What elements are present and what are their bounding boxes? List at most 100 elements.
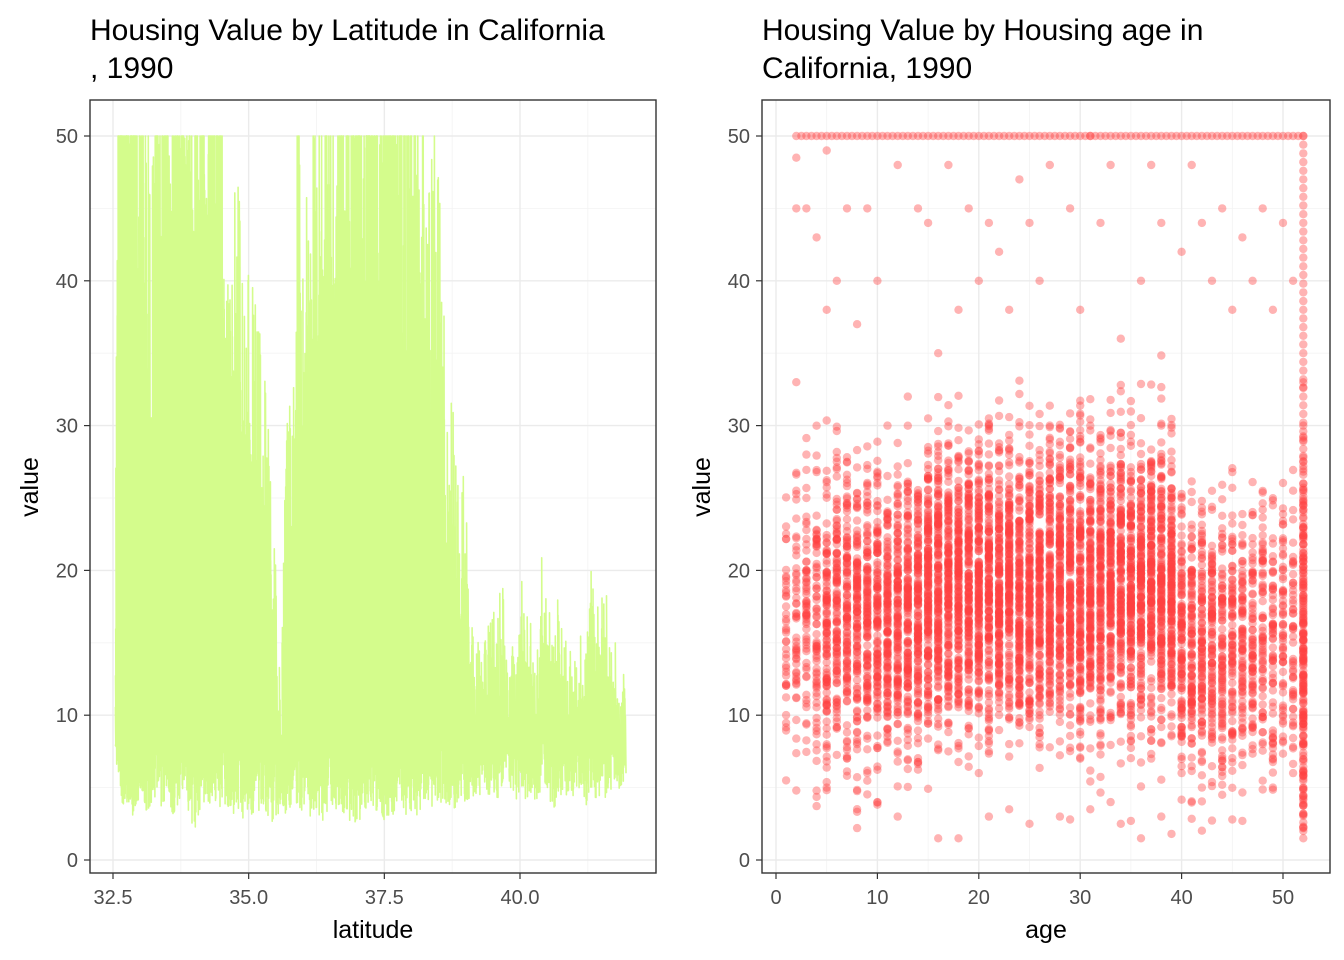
scatter-point [873,617,882,626]
scatter-point [994,689,1004,699]
scatter-point [842,544,852,554]
scatter-point [1086,699,1095,708]
scatter-point [842,453,852,462]
scatter-point [1065,518,1075,528]
scatter-point [954,535,963,544]
scatter-point [792,612,801,621]
scatter-point [832,568,841,577]
scatter-point [954,465,963,474]
scatter-point [812,651,821,660]
scatter-point [863,649,872,658]
scatter-point [832,505,841,514]
scatter-point [934,704,943,713]
scatter-point [792,645,801,654]
scatter-point [852,502,862,511]
scatter-point [913,543,923,552]
scatter-point [822,549,831,559]
scatter-point [1116,679,1126,688]
scatter-point [883,597,892,606]
scatter-point [802,567,811,576]
scatter-point [1005,512,1014,522]
scatter-point [1106,715,1115,725]
scatter-point [842,639,852,649]
scatter-point [903,741,912,750]
scatter-point [822,700,831,710]
scatter-point [842,582,852,592]
scatter-point [1055,552,1065,561]
scatter-point [873,609,882,619]
scatter-point [1025,581,1034,590]
scatter-point [812,539,821,549]
scatter-point [842,687,852,696]
scatter-point [812,647,821,656]
scatter-point [1055,751,1065,760]
scatter-point [812,668,821,677]
scatter-point [781,534,791,544]
scatter-point [873,525,882,534]
scatter-point [1116,596,1126,606]
scatter-point [1065,668,1075,677]
scatter-point [994,497,1004,507]
scatter-point [1096,636,1105,645]
scatter-point [934,663,943,673]
scatter-point [812,669,821,678]
scatter-point [852,643,862,652]
scatter-point [852,563,862,573]
scatter-point [792,641,801,651]
scatter-point [944,593,953,603]
scatter-point [802,546,811,555]
scatter-point [863,498,872,508]
scatter-point [842,559,852,569]
scatter-point [873,548,882,557]
scatter-point [893,570,902,580]
scatter-point [873,528,882,537]
scatter-point [812,451,821,460]
scatter-point [923,660,933,670]
scatter-point [893,499,902,509]
scatter-point [852,647,862,657]
scatter-point [1065,587,1075,596]
scatter-point [822,533,831,543]
scatter-point [863,674,872,683]
scatter-point [873,616,882,625]
scatter-point [822,530,831,540]
scatter-point [822,601,831,610]
scatter-point [822,571,831,580]
scatter-point [832,698,841,707]
scatter-point [1035,542,1044,551]
scatter-point [893,462,902,471]
scatter-point [863,712,872,721]
scatter-point [984,739,994,748]
scatter-point [883,577,892,586]
scatter-point [863,548,872,557]
scatter-point [863,652,872,661]
scatter-point [852,539,862,548]
scatter-point [832,670,841,679]
scatter-point [984,650,994,660]
latitude-chart: Housing Value by Latitude in California … [16,14,657,944]
scatter-point [1015,714,1024,723]
scatter-point [852,738,862,747]
scatter-point [842,537,852,546]
scatter-point [954,476,963,486]
scatter-point [852,572,862,581]
scatter-point [812,573,821,582]
scatter-point [852,584,862,593]
scatter-point [994,550,1004,559]
scatter-point [822,483,831,492]
scatter-point [792,570,801,580]
scatter-point [873,601,882,611]
scatter-point [842,657,852,666]
scatter-point [842,659,852,668]
scatter-point [781,654,791,663]
scatter-point [822,631,831,641]
scatter-point [893,634,902,643]
scatter-point [1025,527,1034,536]
scatter-point [1076,431,1085,441]
scatter-point [822,701,831,710]
scatter-point [863,528,872,537]
scatter-point [1015,545,1024,554]
scatter-point [812,630,821,639]
scatter-point [832,574,841,583]
